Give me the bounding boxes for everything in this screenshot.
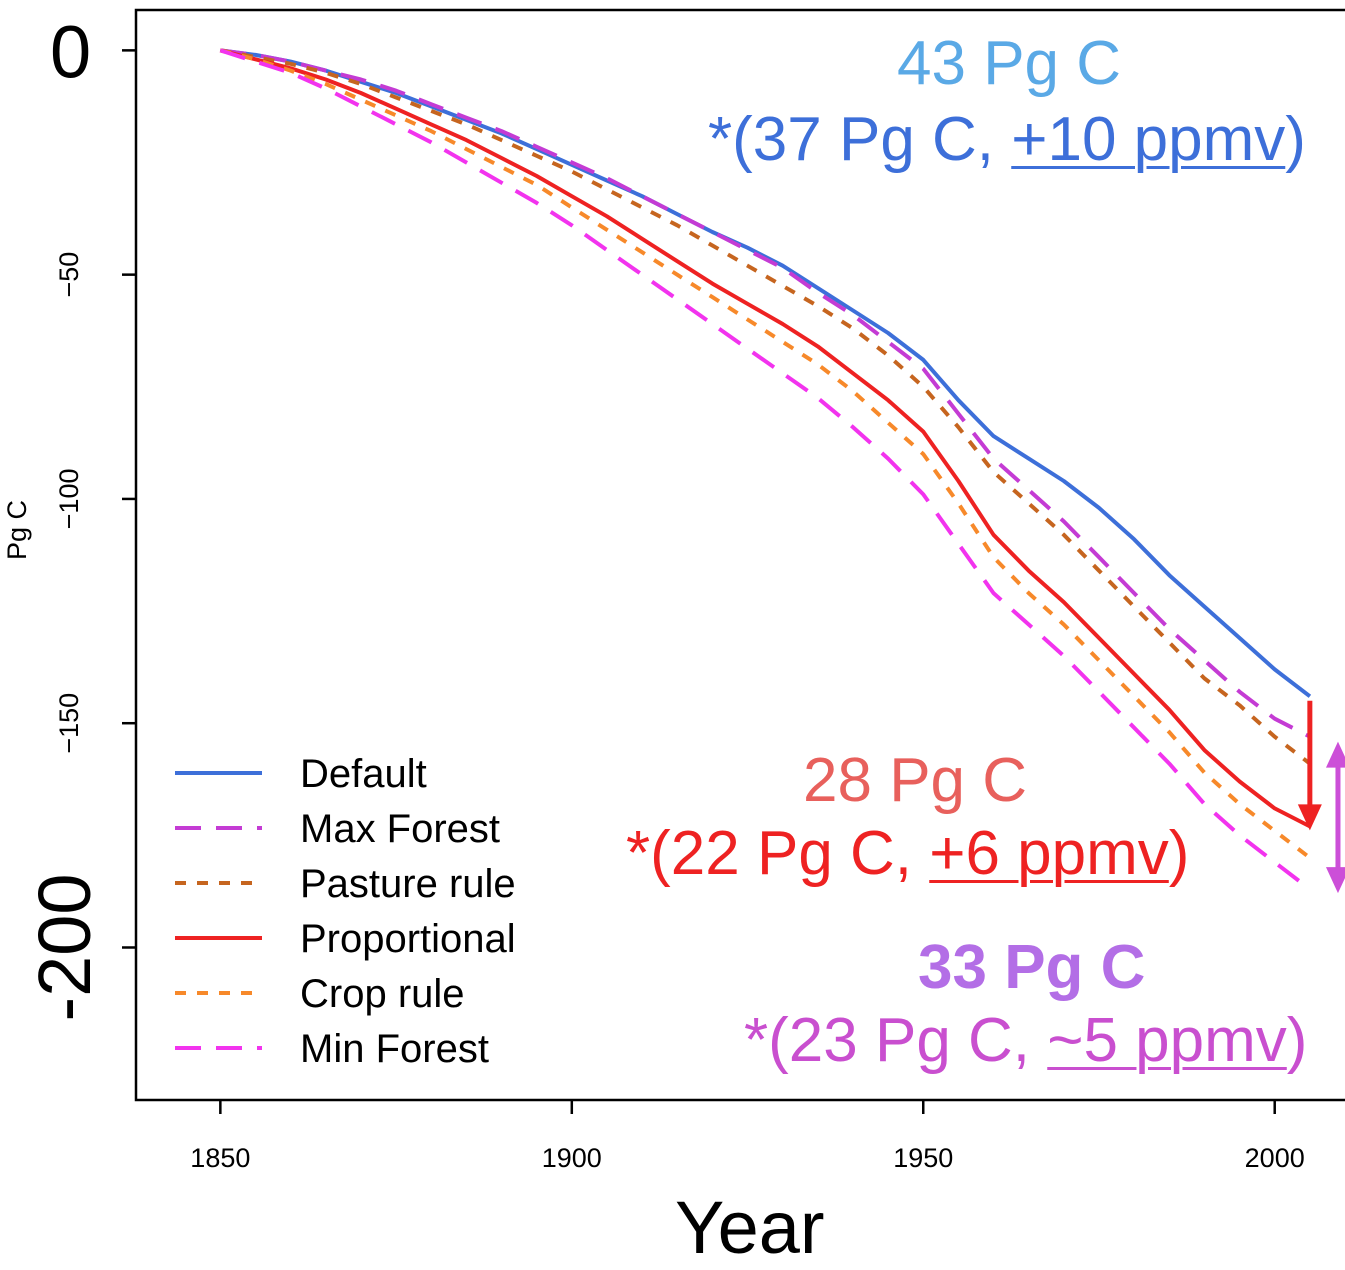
annotation-minforest-total: 33 Pg C bbox=[918, 933, 1146, 1002]
y-axis-title: Pg C bbox=[2, 499, 32, 560]
x-axis-title: Year bbox=[675, 1186, 825, 1269]
x-tick-label: 2000 bbox=[1245, 1143, 1305, 1173]
legend-label: Default bbox=[300, 752, 427, 796]
y-tick-label: −50 bbox=[54, 252, 84, 298]
annotation-default-detail: *(37 Pg C, +10 ppmv) bbox=[708, 104, 1306, 175]
annotation-minforest-detail-pre: *(23 Pg C, bbox=[744, 1006, 1048, 1075]
annotation-default-detail-pre: *(37 Pg C, bbox=[708, 105, 1012, 174]
legend-label: Max Forest bbox=[300, 807, 500, 851]
legend: Default Max Forest Pasture rule Proportiona… bbox=[175, 752, 516, 1071]
legend-label: Pasture rule bbox=[300, 862, 516, 906]
series-line-crop-rule bbox=[219, 48, 1312, 860]
series-line-min-forest bbox=[219, 48, 1312, 891]
legend-label: Proportional bbox=[300, 917, 516, 961]
x-tick-label: 1950 bbox=[893, 1143, 953, 1173]
y-tick-label: −100 bbox=[54, 469, 84, 530]
y-tick-label: −150 bbox=[54, 693, 84, 754]
y-tick-label: -200 bbox=[23, 873, 106, 1021]
x-tick-label: 1900 bbox=[542, 1143, 602, 1173]
y-tick-label: 0 bbox=[50, 10, 91, 93]
annotation-proportional-detail: *(22 Pg C, +6 ppmv) bbox=[626, 818, 1189, 889]
annotation-proportional-ppmv: +6 ppmv bbox=[929, 819, 1169, 888]
annotation-default-total: 43 Pg C bbox=[897, 29, 1122, 98]
red-arrow-head bbox=[1297, 804, 1322, 831]
x-tick-label: 1850 bbox=[190, 1143, 250, 1173]
legend-label: Crop rule bbox=[300, 972, 465, 1016]
annotation-minforest-detail: *(23 Pg C, ~5 ppmv) bbox=[744, 1005, 1307, 1076]
annotation-minforest-detail-post: ) bbox=[1286, 1006, 1308, 1075]
annotation-default-ppmv: +10 ppmv bbox=[1011, 105, 1286, 174]
plot-frame bbox=[134, 8, 1345, 1102]
purple-arrow-head-top bbox=[1325, 741, 1345, 768]
annotation-minforest-ppmv: ~5 ppmv bbox=[1047, 1006, 1287, 1075]
annotation-proportional-detail-post: ) bbox=[1168, 819, 1190, 888]
annotation-default-detail-post: ) bbox=[1285, 105, 1306, 174]
series-line-max-forest bbox=[220, 48, 1311, 739]
legend-label: Min Forest bbox=[300, 1027, 489, 1071]
series-line-pasture-rule bbox=[219, 48, 1312, 766]
axes: 1850 1900 1950 2000 0 −50 −100 −150 -200 bbox=[23, 8, 1345, 1173]
series-line-proportional bbox=[219, 48, 1311, 829]
arrows bbox=[1297, 700, 1345, 894]
series-layer bbox=[219, 48, 1312, 891]
series-line-default bbox=[220, 48, 1312, 698]
purple-arrow-head bbox=[1325, 867, 1345, 894]
annotation-proportional-total: 28 Pg C bbox=[803, 746, 1028, 815]
annotation-proportional-detail-pre: *(22 Pg C, bbox=[626, 819, 930, 888]
